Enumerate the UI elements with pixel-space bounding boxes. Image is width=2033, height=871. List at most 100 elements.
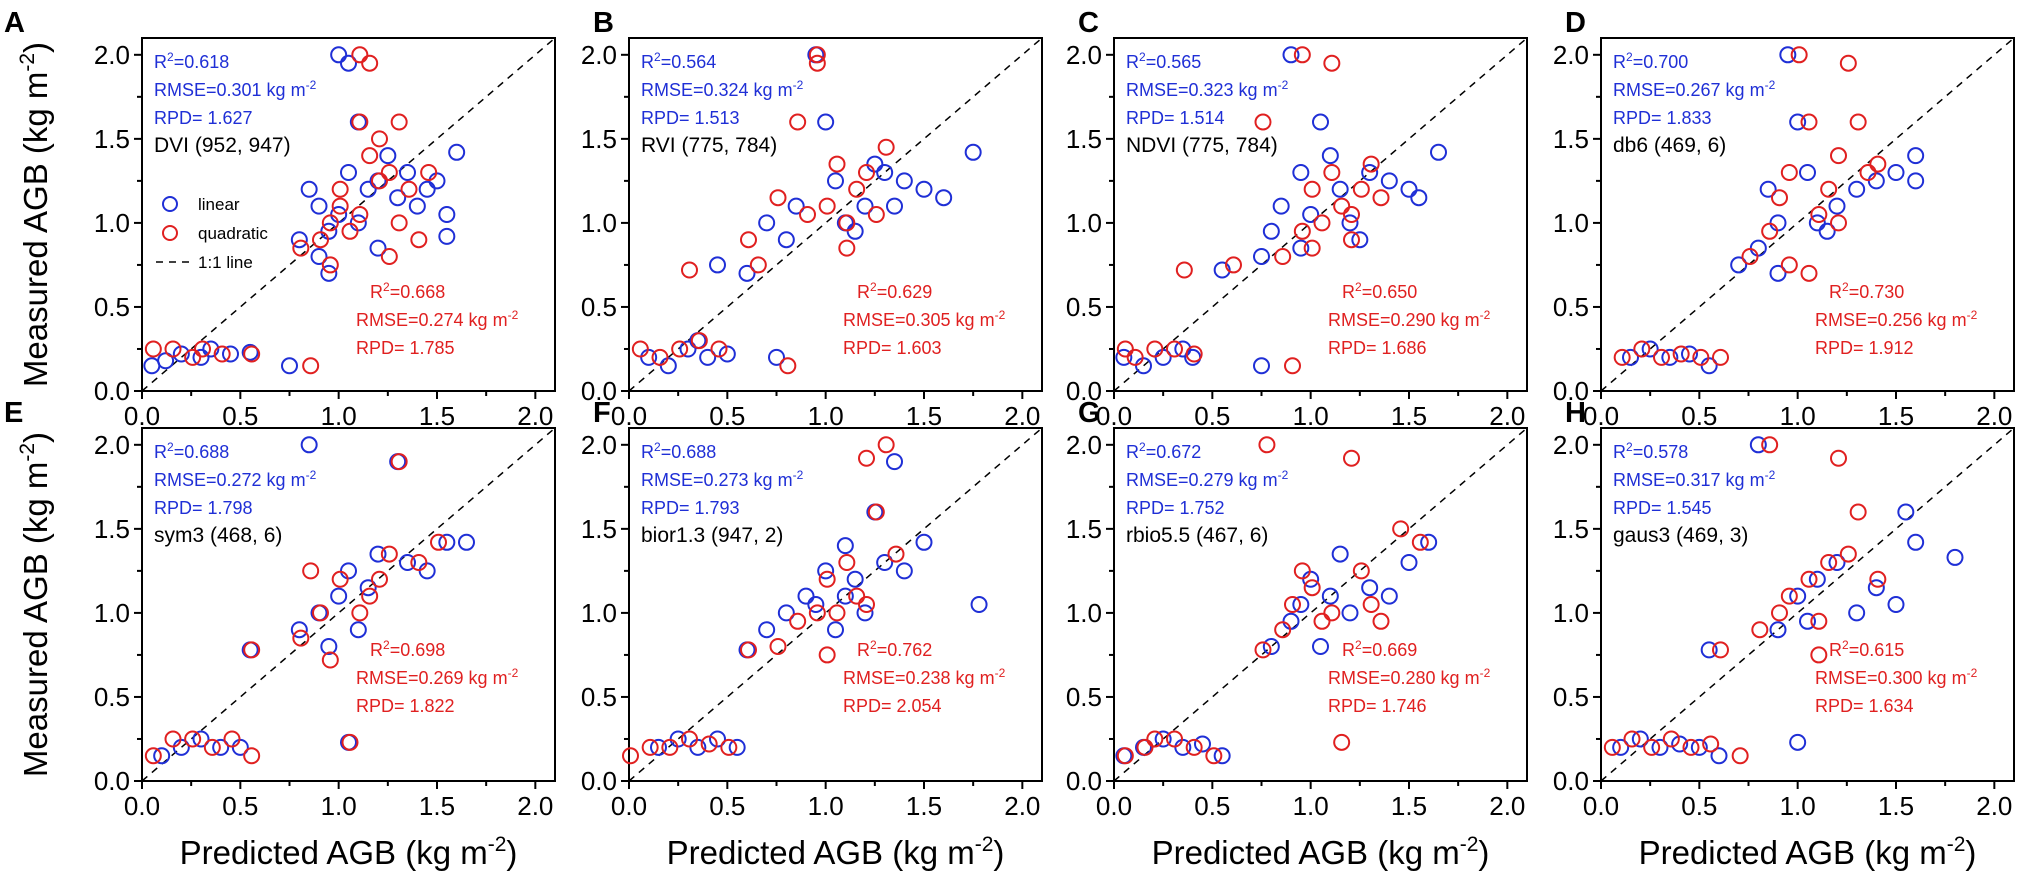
quadratic-point — [213, 345, 231, 363]
linear-point — [758, 214, 776, 232]
linear-point — [1282, 612, 1300, 630]
linear-point — [728, 738, 746, 756]
quadratic-point — [1258, 436, 1276, 454]
linear-point — [827, 172, 844, 190]
quadratic-point — [681, 730, 698, 748]
quadratic-point — [740, 641, 757, 659]
linear-r2: R2=0.565 — [1126, 50, 1201, 72]
quadratic-rpd: RPD= 1.746 — [1328, 696, 1427, 716]
quadratic-point — [651, 348, 669, 366]
linear-point — [458, 533, 475, 551]
x-tick-label: 1.5 — [419, 791, 455, 821]
quadratic-point — [292, 239, 310, 257]
quadratic-point — [380, 248, 398, 266]
y-tick-label: 0.5 — [1553, 682, 1589, 712]
quadratic-point — [769, 189, 787, 207]
linear-point — [202, 340, 220, 358]
y-tick-label: 0.5 — [581, 682, 617, 712]
linear-point — [1769, 214, 1787, 232]
y-tick-label: 0.0 — [581, 766, 617, 796]
y-tick-label: 0.0 — [581, 376, 617, 406]
quadratic-point — [1343, 449, 1360, 467]
y-tick-label: 1.0 — [581, 598, 617, 628]
linear-rpd: RPD= 1.798 — [154, 498, 253, 518]
linear-rpd: RPD= 1.514 — [1126, 108, 1225, 128]
panel-label: H — [1565, 397, 1586, 429]
quadratic-point — [361, 587, 379, 605]
linear-point — [1253, 357, 1270, 375]
linear-point — [340, 54, 357, 72]
quadratic-r2: R2=0.730 — [1829, 280, 1904, 302]
linear-r2: R2=0.578 — [1613, 440, 1688, 462]
linear-point — [1897, 503, 1915, 521]
quadratic-point — [877, 138, 895, 156]
quadratic-point — [1820, 180, 1838, 198]
quadratic-point — [1633, 340, 1651, 358]
quadratic-point — [1343, 206, 1360, 223]
linear-point — [895, 562, 913, 580]
linear-point — [310, 248, 328, 266]
x-axis-label: Predicted AGB (kg m-2) — [1639, 833, 1977, 871]
quadratic-rpd: RPD= 1.686 — [1328, 338, 1427, 358]
quadratic-point — [1790, 46, 1808, 64]
linear-point — [827, 621, 844, 639]
linear-point — [1312, 113, 1329, 131]
quadratic-point — [848, 587, 866, 605]
linear-point — [1848, 604, 1866, 622]
linear-point — [1302, 206, 1320, 223]
linear-point — [1779, 46, 1797, 64]
panel-H: H0.00.00.50.51.01.01.51.52.02.0 R2=0.578R… — [1553, 397, 2015, 871]
quadratic-rmse: RMSE=0.269 kg m-2 — [356, 666, 519, 688]
panel-label: D — [1565, 7, 1586, 39]
quadratic-rpd: RPD= 1.912 — [1815, 338, 1914, 358]
quadratic-point — [1780, 256, 1798, 274]
y-tick-label: 0.0 — [1553, 376, 1589, 406]
quadratic-point — [690, 332, 708, 350]
quadratic-point — [1830, 147, 1847, 165]
x-tick-label: 1.5 — [1878, 401, 1914, 431]
linear-point — [787, 197, 805, 215]
quadratic-point — [194, 340, 211, 358]
linear-rpd: RPD= 1.627 — [154, 108, 253, 128]
legend-linear-marker — [162, 196, 178, 212]
quadratic-point — [1653, 348, 1670, 366]
variable-name: bior1.3 (947, 2) — [641, 524, 783, 547]
quadratic-point — [321, 651, 339, 669]
legend-quadratic-label: quadratic — [198, 224, 268, 243]
linear-point — [1818, 222, 1836, 240]
linear-rmse: RMSE=0.273 kg m-2 — [641, 468, 804, 490]
quadratic-point — [390, 453, 408, 471]
x-tick-label: 2.0 — [517, 791, 553, 821]
quadratic-point — [351, 604, 369, 622]
quadratic-point — [1849, 113, 1867, 131]
quadratic-point — [1692, 348, 1710, 366]
linear-point — [1730, 256, 1748, 274]
linear-point — [1907, 147, 1925, 165]
quadratic-point — [1771, 604, 1788, 622]
linear-point — [1799, 163, 1816, 181]
y-tick-label: 1.5 — [581, 514, 617, 544]
quadratic-point — [1603, 738, 1621, 756]
linear-point — [836, 587, 854, 605]
y-tick-label: 1.0 — [1553, 208, 1589, 238]
linear-point — [1641, 340, 1659, 358]
linear-point — [192, 348, 210, 366]
linear-point — [1690, 738, 1708, 756]
quadratic-point — [1372, 189, 1390, 207]
quadratic-point — [380, 545, 398, 563]
linear-point — [369, 239, 387, 257]
quadratic-r2: R2=0.762 — [857, 638, 932, 660]
linear-point — [300, 180, 318, 198]
quadratic-point — [858, 449, 875, 467]
linear-point — [1769, 264, 1787, 282]
linear-rmse: RMSE=0.323 kg m-2 — [1126, 78, 1289, 100]
quadratic-point — [808, 604, 826, 622]
linear-point — [1946, 548, 1964, 566]
quadratic-point — [818, 570, 836, 588]
x-tick-label: 1.0 — [1293, 401, 1329, 431]
quadratic-point — [1623, 730, 1641, 748]
linear-point — [438, 206, 456, 223]
quadratic-point — [1303, 579, 1321, 597]
linear-point — [817, 113, 835, 131]
quadratic-point — [838, 214, 856, 232]
